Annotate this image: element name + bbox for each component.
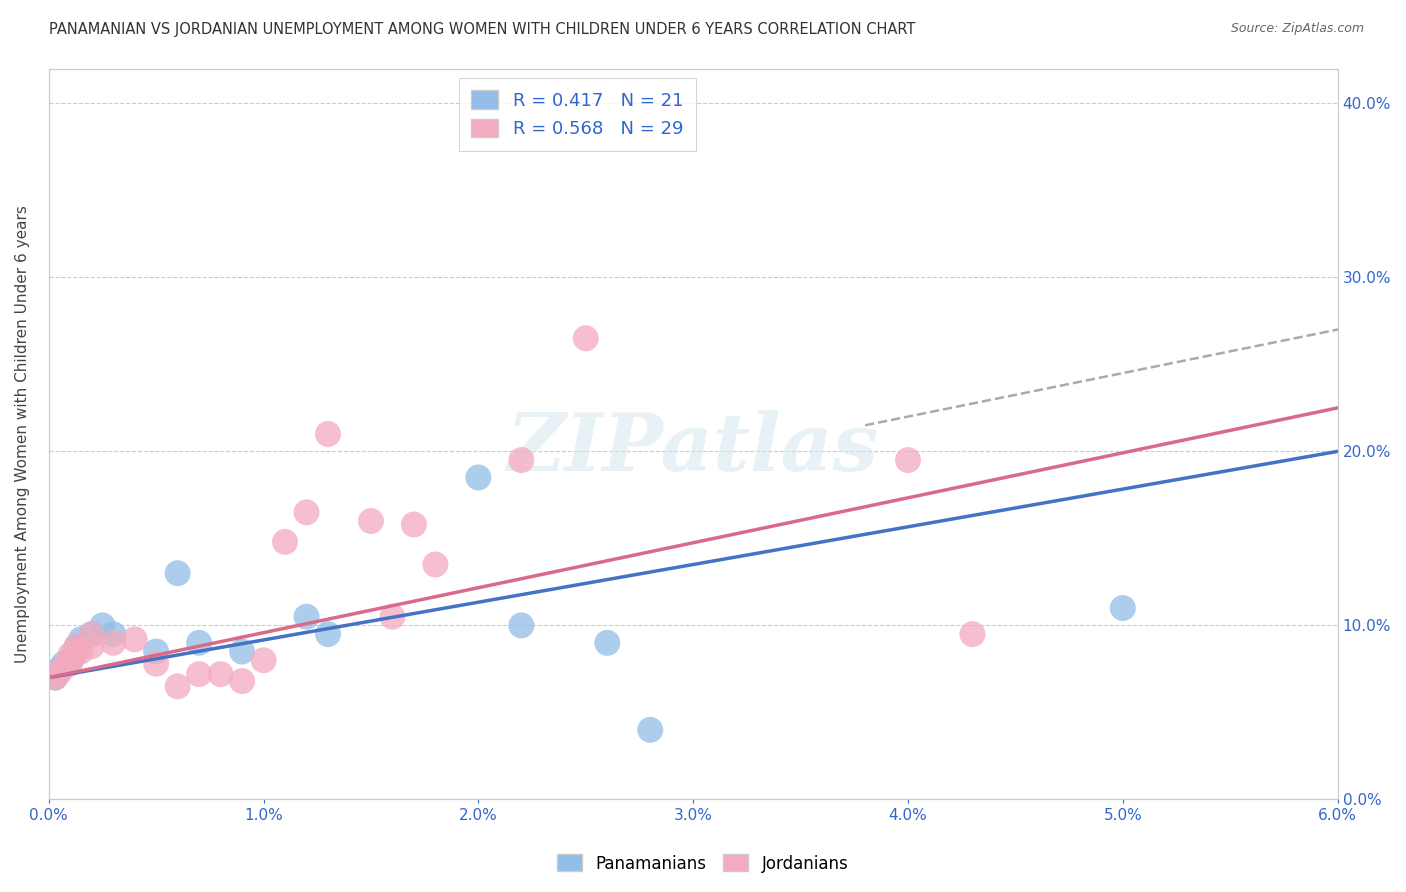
Legend: R = 0.417   N = 21, R = 0.568   N = 29: R = 0.417 N = 21, R = 0.568 N = 29	[458, 78, 696, 151]
Point	[80, 640, 103, 654]
Text: PANAMANIAN VS JORDANIAN UNEMPLOYMENT AMONG WOMEN WITH CHILDREN UNDER 6 YEARS COR: PANAMANIAN VS JORDANIAN UNEMPLOYMENT AMO…	[49, 22, 915, 37]
Point	[103, 627, 125, 641]
Point	[575, 331, 598, 345]
Point	[295, 609, 318, 624]
Point	[44, 671, 66, 685]
Point	[91, 618, 114, 632]
Point	[510, 618, 533, 632]
Point	[80, 627, 103, 641]
Point	[897, 453, 920, 467]
Point	[381, 609, 404, 624]
Point	[188, 667, 211, 681]
Point	[59, 653, 82, 667]
Point	[59, 657, 82, 671]
Point	[59, 648, 82, 662]
Point	[63, 648, 86, 662]
Point	[231, 674, 253, 689]
Legend: Panamanians, Jordanians: Panamanians, Jordanians	[551, 847, 855, 880]
Point	[80, 627, 103, 641]
Point	[316, 627, 339, 641]
Point	[360, 514, 382, 528]
Point	[166, 679, 188, 693]
Point	[962, 627, 984, 641]
Point	[596, 636, 619, 650]
Point	[638, 723, 661, 737]
Point	[209, 667, 232, 681]
Point	[188, 636, 211, 650]
Point	[274, 534, 297, 549]
Point	[316, 427, 339, 442]
Point	[402, 517, 425, 532]
Point	[510, 453, 533, 467]
Point	[48, 662, 70, 676]
Text: Source: ZipAtlas.com: Source: ZipAtlas.com	[1230, 22, 1364, 36]
Point	[166, 566, 188, 581]
Point	[70, 632, 93, 647]
Point	[145, 644, 167, 658]
Point	[66, 640, 89, 654]
Point	[63, 644, 86, 658]
Point	[66, 640, 89, 654]
Y-axis label: Unemployment Among Women with Children Under 6 years: Unemployment Among Women with Children U…	[15, 205, 30, 663]
Point	[295, 505, 318, 519]
Point	[44, 671, 66, 685]
Point	[70, 644, 93, 658]
Point	[52, 660, 75, 674]
Point	[103, 636, 125, 650]
Point	[52, 657, 75, 671]
Point	[467, 470, 489, 484]
Point	[252, 653, 274, 667]
Point	[231, 644, 253, 658]
Point	[425, 558, 447, 572]
Text: ZIPatlas: ZIPatlas	[508, 409, 879, 487]
Point	[48, 665, 70, 680]
Point	[1112, 601, 1135, 615]
Point	[124, 632, 146, 647]
Point	[145, 657, 167, 671]
